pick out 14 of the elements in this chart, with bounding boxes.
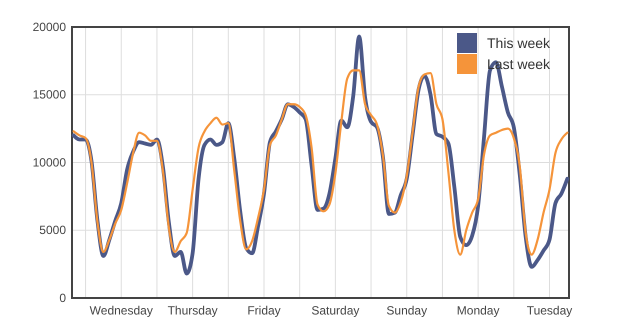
x-tick-label: Tuesday [526,304,572,318]
y-tick-label: 10000 [32,155,66,170]
y-tick-label: 15000 [32,88,66,102]
line-series [72,69,568,256]
y-tick-label: 20000 [32,20,66,34]
x-tick-label: Monday [456,304,500,318]
legend-label: This week [487,35,552,51]
y-tick-label: 0 [59,290,66,305]
x-tick-label: Sunday [386,304,428,318]
x-tick-label: Friday [247,304,281,318]
y-tick-label: 5000 [39,223,66,238]
x-tick-label: Thursday [168,304,218,318]
x-tick-label: Saturday [311,304,360,318]
x-tick-label: Wednesday [90,304,153,318]
